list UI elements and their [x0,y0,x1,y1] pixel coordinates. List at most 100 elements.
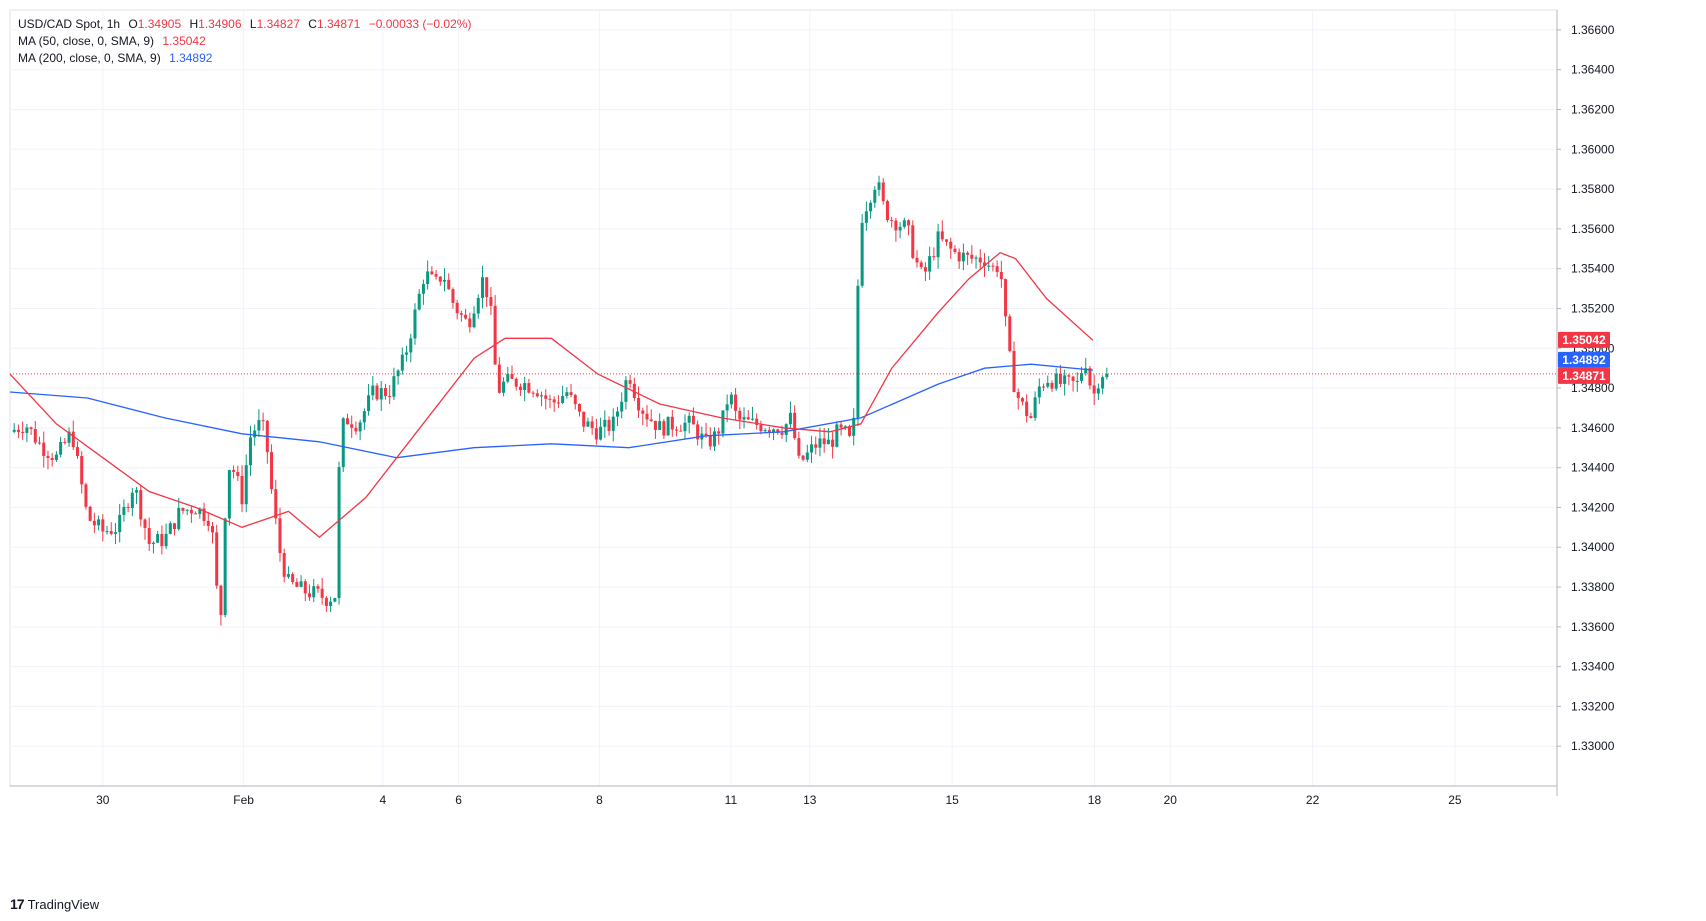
candle[interactable] [670,410,674,437]
candle[interactable] [953,245,957,254]
candle[interactable] [54,451,58,463]
candle[interactable] [628,374,632,389]
candle[interactable] [118,503,122,543]
candle[interactable] [80,451,84,494]
candle[interactable] [156,530,160,544]
candle[interactable] [1050,380,1054,392]
candle[interactable] [135,486,139,505]
candle[interactable] [291,572,295,585]
candle[interactable] [1063,369,1067,396]
candle[interactable] [746,410,750,420]
candle[interactable] [405,345,409,362]
candle[interactable] [88,505,92,522]
candle[interactable] [396,369,400,385]
candle[interactable] [337,461,341,605]
candle[interactable] [919,260,923,270]
candle[interactable] [1037,378,1041,404]
candle[interactable] [1020,396,1024,406]
candle[interactable] [700,426,704,449]
candle[interactable] [599,417,603,441]
candle[interactable] [852,408,856,446]
candle[interactable] [434,270,438,280]
candle[interactable] [295,578,299,588]
candle[interactable] [590,416,594,435]
candle[interactable] [793,405,797,440]
candle[interactable] [270,444,274,494]
candle[interactable] [248,425,252,476]
candle[interactable] [645,405,649,427]
candle[interactable] [552,396,556,412]
candle[interactable] [907,219,911,236]
candle[interactable] [1092,374,1096,406]
candle[interactable] [535,389,539,398]
candle[interactable] [333,597,337,603]
candle[interactable] [21,421,25,440]
candle[interactable] [261,412,265,431]
candle[interactable] [358,419,362,441]
candle[interactable] [923,262,927,282]
candle[interactable] [147,517,151,551]
candle[interactable] [480,265,484,309]
candle[interactable] [885,199,889,223]
candle[interactable] [666,416,670,436]
candle[interactable] [92,512,96,533]
candle[interactable] [624,376,628,410]
candle[interactable] [1101,375,1105,395]
candle[interactable] [38,436,42,445]
candle[interactable] [168,521,172,535]
candle[interactable] [607,416,611,436]
candle[interactable] [961,243,965,271]
candle[interactable] [734,387,738,421]
candle[interactable] [392,367,396,400]
candle[interactable] [426,260,430,290]
candle[interactable] [582,411,586,432]
candle[interactable] [354,421,358,435]
candle[interactable] [1008,314,1012,353]
candle[interactable] [67,427,71,447]
candle[interactable] [371,376,375,401]
candle[interactable] [25,424,29,443]
candle[interactable] [341,417,345,472]
candle[interactable] [1054,368,1058,391]
candle[interactable] [101,514,105,542]
candle[interactable] [472,306,476,329]
candle[interactable] [615,406,619,427]
candle[interactable] [417,289,421,311]
candle[interactable] [236,465,240,482]
candle[interactable] [772,428,776,441]
candle[interactable] [451,287,455,309]
candle[interactable] [620,392,624,419]
candle[interactable] [873,186,877,208]
candle[interactable] [75,441,80,459]
candle[interactable] [139,485,143,527]
candle[interactable] [455,299,459,320]
candle[interactable] [379,380,383,411]
candle[interactable] [468,312,472,333]
candle[interactable] [84,482,88,510]
candle[interactable] [50,452,54,467]
candle[interactable] [206,511,210,532]
candle[interactable] [742,407,746,429]
candle[interactable] [502,377,506,397]
candle[interactable] [784,423,788,443]
candle[interactable] [350,415,354,438]
candle[interactable] [999,260,1003,288]
candle[interactable] [831,432,835,459]
candle[interactable] [611,408,615,442]
candle[interactable] [33,420,37,445]
candle[interactable] [637,386,641,418]
candle[interactable] [151,541,155,554]
candle[interactable] [561,385,565,405]
candle[interactable] [1046,375,1050,389]
candle[interactable] [42,431,46,468]
candle[interactable] [531,390,535,398]
candle[interactable] [991,262,995,272]
candle[interactable] [202,502,206,526]
candle[interactable] [877,175,881,196]
candle[interactable] [869,200,873,219]
candle[interactable] [413,303,417,345]
candle[interactable] [966,251,970,265]
candle[interactable] [818,427,822,457]
candle[interactable] [978,249,982,269]
candle[interactable] [696,420,700,446]
